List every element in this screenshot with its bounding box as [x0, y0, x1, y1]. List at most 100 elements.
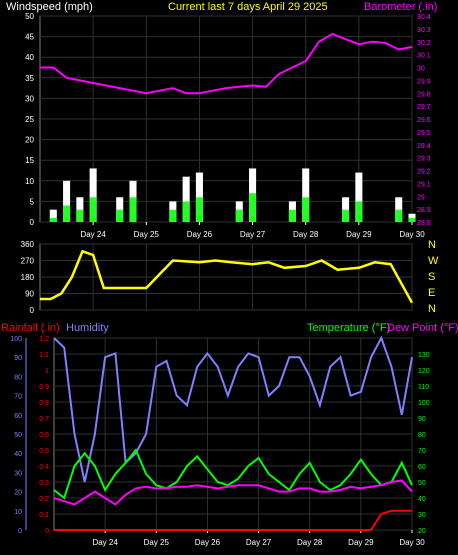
temp-ytick-label: 50 [418, 480, 426, 487]
wind-barometer-chart: 0 5 10 15 20 25 30 35 40 45 50 28.8 28.9 29 29.1 29.2 29… [25, 12, 431, 239]
wind-ytick-label: 15 [25, 156, 34, 165]
windspeed-bar [89, 168, 97, 222]
humidity-ytick-label: 20 [14, 490, 22, 497]
wind-ytick-label: 40 [25, 53, 34, 62]
wind-ytick-label: 20 [25, 136, 34, 145]
gust-bar [249, 193, 257, 222]
temp-ytick-label: 60 [418, 464, 426, 471]
gust-bar [116, 209, 124, 222]
gust-bar [195, 197, 203, 222]
temp-ytick-label: 100 [418, 400, 430, 407]
humidity-ytick-label: 10 [14, 509, 22, 516]
barometer-ytick-label: 30.1 [417, 53, 431, 60]
temp-ytick-label: 90 [418, 416, 426, 423]
gust-bar [49, 217, 57, 222]
barometer-ytick-label: 28.9 [417, 207, 431, 214]
direction-ytick-label: 0 [30, 306, 35, 315]
gust-bar [408, 217, 416, 222]
windspeed-bar [63, 180, 71, 222]
rain-ytick-label: 0.6 [39, 432, 49, 439]
wind-ytick-label: 30 [25, 94, 34, 103]
gust-bar [182, 201, 190, 222]
wind-ytick-label: 10 [25, 177, 34, 186]
humidity-ytick-label: 0 [18, 528, 22, 535]
compass-n-top: N [428, 239, 436, 251]
gust-bar [288, 209, 296, 222]
compass-w: W [428, 255, 439, 267]
humidity-ytick-label: 80 [14, 374, 22, 381]
barometer-ytick-label: 29.2 [417, 169, 431, 176]
barometer-ytick-label: 29.6 [417, 117, 431, 124]
barometer-ytick-label: 28.8 [417, 220, 431, 227]
barometer-ytick-label: 29.9 [417, 78, 431, 85]
wind-xtick-label: Day 25 [134, 230, 160, 239]
barometer-line [40, 32, 413, 95]
wind-ytick-label: 35 [25, 74, 34, 83]
barometer-ytick-label: 30.3 [417, 27, 431, 34]
rain-ytick-label: 0 [45, 528, 49, 535]
humidity-xtick-label: Day 27 [246, 538, 272, 547]
wind-xtick-label: Day 30 [399, 230, 425, 239]
windspeed-bar [355, 172, 363, 222]
rain-ytick-label: 0.4 [39, 464, 49, 471]
barometer-ytick-label: 30.4 [417, 14, 431, 21]
compass-e: E [428, 287, 435, 299]
compass-n-bottom: N [428, 303, 436, 315]
humidity-ytick-label: 100 [10, 336, 22, 343]
wind-direction-chart: 0 90 180 270 360 [21, 240, 414, 315]
temperature-line [53, 448, 413, 500]
humidity-xtick-label: Day 29 [348, 538, 374, 547]
rainfall-line [54, 509, 412, 531]
gust-bar [129, 197, 137, 222]
windspeed-bar [49, 209, 57, 222]
gust-bar [342, 209, 350, 222]
barometer-axis-label: Barometer (.in) [364, 1, 437, 13]
windspeed-bar [182, 176, 190, 222]
humidity-xtick-label: Day 30 [399, 538, 425, 547]
humidity-ytick-label: 90 [14, 355, 22, 362]
gust-bar [355, 201, 363, 222]
rain-ytick-label: 1.2 [39, 336, 49, 343]
barometer-ytick-label: 29.3 [417, 156, 431, 163]
gust-bar [169, 209, 177, 222]
wind-xtick-label: Day 28 [293, 230, 319, 239]
barometer-ytick-label: 29 [417, 194, 425, 201]
barometer-ytick-label: 29.5 [417, 130, 431, 137]
wind-xtick-label: Day 29 [346, 230, 372, 239]
windspeed-bar [302, 168, 310, 222]
rain-ytick-label: 0.1 [39, 512, 49, 519]
humidity-ytick-label: 70 [14, 394, 22, 401]
gust-bar [235, 209, 243, 222]
gust-bar [76, 209, 84, 222]
barometer-ytick-label: 30 [417, 66, 425, 73]
wind-xtick-label: Day 27 [240, 230, 266, 239]
humidity-xtick-label: Day 26 [195, 538, 221, 547]
temp-ytick-label: 40 [418, 496, 426, 503]
humidity-ytick-label: 60 [14, 413, 22, 420]
gust-bar [89, 197, 97, 222]
temp-ytick-label: 70 [418, 448, 426, 455]
gust-bar [302, 197, 310, 222]
humidity-axis-label: Humidity [66, 322, 109, 334]
temp-ytick-label: 110 [418, 384, 429, 391]
direction-ytick-label: 180 [21, 273, 35, 282]
rain-ytick-label: 1 [45, 368, 49, 375]
wind-xtick-label: Day 26 [187, 230, 213, 239]
direction-ytick-label: 90 [25, 290, 34, 299]
humidity-xtick-label: Day 24 [92, 538, 118, 547]
wind-ytick-label: 50 [25, 12, 34, 21]
barometer-ytick-label: 29.1 [417, 181, 431, 188]
barometer-ytick-label: 29.7 [417, 104, 431, 111]
temp-ytick-label: 130 [418, 352, 430, 359]
humidity-xtick-label: Day 28 [297, 538, 323, 547]
humidity-line [53, 335, 413, 483]
rainfall-axis-label: Rainfall (.in) [1, 322, 60, 334]
chart-title: Current last 7 days April 29 2025 [168, 1, 328, 13]
direction-ytick-label: 360 [21, 240, 35, 249]
temp-ytick-label: 80 [418, 432, 426, 439]
humidity-ytick-label: 50 [14, 432, 22, 439]
wind-ytick-label: 0 [30, 218, 35, 227]
humidity-temperature-chart: 0 10 20 30 40 50 60 70 80 90 100 0 0.1 0.2 0.3 0.4 0.5 0.… [10, 335, 430, 547]
